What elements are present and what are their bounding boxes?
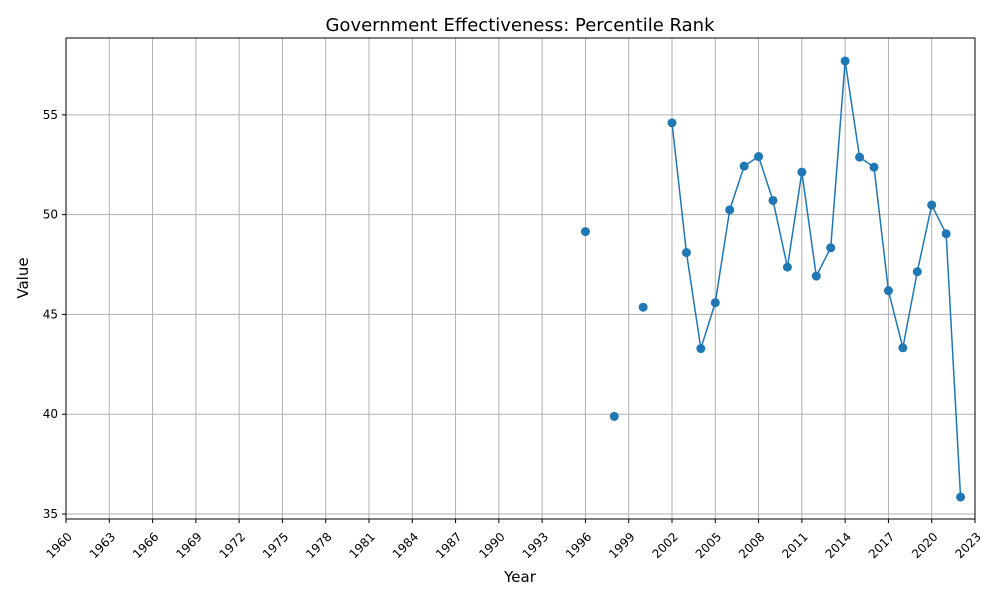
x-tick-label: 2014 [823, 530, 854, 561]
data-point [782, 262, 792, 272]
data-point [840, 56, 850, 66]
data-point [797, 167, 807, 177]
x-tick-label: 2023 [952, 530, 983, 561]
x-tick-label: 1963 [87, 530, 118, 561]
data-point [739, 161, 749, 171]
x-axis-label: Year [503, 568, 537, 586]
series-line-segment [945, 233, 962, 498]
data-point [580, 227, 590, 237]
x-tick-label: 1993 [520, 530, 551, 561]
data-point [883, 286, 893, 296]
data-point [638, 302, 648, 312]
data-point [754, 152, 764, 162]
y-tick-label: 50 [43, 208, 58, 222]
x-tick-label: 1984 [390, 530, 421, 561]
x-tick-label: 2002 [649, 530, 680, 561]
series-line-segment [801, 171, 818, 277]
series-line-segment [916, 204, 933, 273]
x-tick-label: 1981 [346, 530, 377, 561]
data-point [768, 195, 778, 205]
data-point [927, 200, 937, 210]
series-line-segment [728, 165, 745, 211]
x-tick-label: 2005 [693, 530, 724, 561]
x-tick-label: 1969 [173, 530, 204, 561]
chart-title: Government Effectiveness: Percentile Ran… [325, 15, 715, 36]
data-point [609, 411, 619, 421]
y-axis-label: Value [14, 257, 32, 298]
series-line-segment [887, 289, 904, 349]
x-tick-label: 1960 [43, 530, 74, 561]
series-line-segment [829, 60, 846, 249]
data-point [855, 152, 865, 162]
data-point [898, 343, 908, 353]
series-line-segment [930, 204, 947, 235]
data-point [667, 118, 677, 128]
series-line-segment [685, 251, 702, 350]
series-line-segment [873, 166, 890, 292]
x-tick-label: 2011 [779, 530, 810, 561]
series-line-segment [902, 270, 919, 349]
series-line-layer [671, 60, 962, 498]
data-point [681, 248, 691, 258]
y-tick-label: 35 [43, 507, 58, 521]
data-point [811, 271, 821, 281]
data-points-layer [580, 56, 966, 502]
series-line-segment [671, 122, 688, 254]
data-point [912, 267, 922, 277]
series-line-segment [844, 60, 861, 158]
x-tick-label: 2017 [866, 530, 897, 561]
x-tick-label: 1990 [476, 530, 507, 561]
x-tick-label: 1972 [217, 530, 248, 561]
x-tick-label: 1978 [303, 530, 334, 561]
x-tick-label: 2020 [909, 530, 940, 561]
plot-frame [65, 37, 976, 520]
data-point [956, 492, 966, 502]
series-line-segment [757, 155, 774, 202]
data-point [725, 205, 735, 215]
x-tick-label: 1975 [260, 530, 291, 561]
x-tick-label: 2008 [736, 530, 767, 561]
x-tick-label: 1966 [130, 530, 161, 561]
data-point [696, 344, 706, 354]
x-tick-label: 1999 [606, 530, 637, 561]
x-tick-label: 1996 [563, 530, 594, 561]
data-point [869, 162, 879, 172]
y-axis-ticks: 35 40 45 50 55 [43, 108, 66, 521]
y-tick-label: 55 [43, 108, 58, 122]
series-line-segment [786, 171, 803, 268]
data-point [710, 298, 720, 308]
y-tick-label: 45 [43, 307, 58, 321]
x-tick-label: 1987 [433, 530, 464, 561]
grid-layer [65, 38, 976, 519]
series-line-segment [772, 199, 789, 268]
data-point [826, 243, 836, 253]
y-tick-label: 40 [43, 407, 58, 421]
x-axis-ticks: 1960 1963 1966 1969 1972 1975 1978 1981 1984 1987… [43, 519, 984, 561]
series-line-segment [714, 209, 731, 304]
series-line-segment [815, 247, 832, 277]
series-line-segment [700, 301, 717, 350]
data-point [941, 229, 951, 239]
